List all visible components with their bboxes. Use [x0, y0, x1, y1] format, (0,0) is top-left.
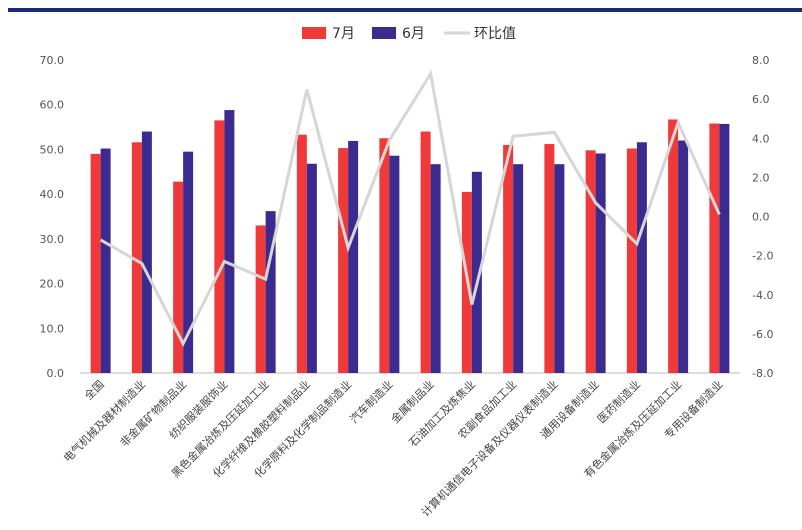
y-tick-label: 60.0: [40, 99, 65, 112]
bar-jun: [306, 163, 317, 373]
legend: 7月 6月 环比值: [302, 26, 516, 42]
y2-tick-label: -6.0: [752, 328, 773, 341]
bar-jul: [173, 181, 184, 373]
category-label: 电气机械及器材制造业: [60, 377, 148, 465]
legend-label: 6月: [402, 26, 425, 42]
y2-tick-label: 2.0: [752, 171, 770, 184]
category-label: 汽车制造业: [347, 377, 396, 426]
top-rule: [8, 8, 802, 12]
y2-tick-label: 4.0: [752, 132, 770, 145]
bar-jun: [678, 140, 689, 373]
bar-jun: [595, 153, 606, 373]
bar-jul: [214, 120, 225, 373]
bar-jul: [338, 148, 349, 373]
bar-jul: [544, 144, 555, 373]
bars: [90, 110, 730, 373]
bar-jul: [668, 119, 679, 373]
bar-jun: [636, 142, 647, 373]
bar-jul: [90, 153, 101, 373]
bar-jun: [265, 211, 276, 373]
legend-label: 环比值: [474, 26, 516, 42]
bar-jul: [379, 138, 390, 373]
y2-tick-label: 6.0: [752, 93, 770, 106]
y-tick-label: 70.0: [40, 54, 65, 67]
legend-swatch: [302, 27, 326, 39]
bar-jul: [503, 144, 514, 373]
line-series: [99, 69, 721, 347]
y-tick-label: 20.0: [40, 278, 65, 291]
bar-jun: [141, 131, 152, 373]
y-tick-label: 30.0: [40, 233, 65, 246]
y2-tick-label: 8.0: [752, 54, 770, 67]
bar-jun: [183, 151, 194, 373]
bar-jun: [224, 110, 235, 373]
axes: 0.0 10.0 20.0 30.0 40.0 50.0 60.0 70.0 -8.0 -6.0 -…: [40, 54, 774, 380]
bar-jul: [585, 150, 596, 373]
line-huanbi: [99, 69, 721, 347]
y2-tick-label: -8.0: [752, 367, 773, 380]
bar-jun: [471, 171, 482, 373]
bar-jul: [296, 134, 307, 373]
category-labels: 全国电气机械及器材制造业非金属矿物制品业纺织服装服饰业黑色金属冶炼及压延加工业化…: [60, 377, 725, 519]
y2-tick-label: 0.0: [752, 211, 770, 224]
bar-jun: [389, 155, 400, 373]
legend-swatch: [372, 27, 396, 39]
y2-tick-label: -4.0: [752, 289, 773, 302]
bar-jun: [430, 164, 441, 373]
bar-jun: [554, 164, 565, 373]
bar-jul: [420, 131, 431, 373]
bar-jun: [513, 164, 524, 373]
y-tick-label: 0.0: [47, 367, 65, 380]
bar-jun: [348, 140, 359, 373]
y-tick-label: 40.0: [40, 188, 65, 201]
y2-tick-label: -2.0: [752, 250, 773, 263]
bar-jul: [709, 123, 720, 373]
bar-jun: [719, 123, 730, 373]
bar-jul: [255, 225, 266, 373]
y-tick-label: 10.0: [40, 322, 65, 335]
y-tick-label: 50.0: [40, 143, 65, 156]
legend-label: 7月: [332, 26, 355, 42]
bar-jul: [626, 148, 637, 373]
category-label: 全国: [81, 377, 106, 402]
bar-jul: [131, 142, 142, 373]
bar-jun: [100, 148, 111, 373]
